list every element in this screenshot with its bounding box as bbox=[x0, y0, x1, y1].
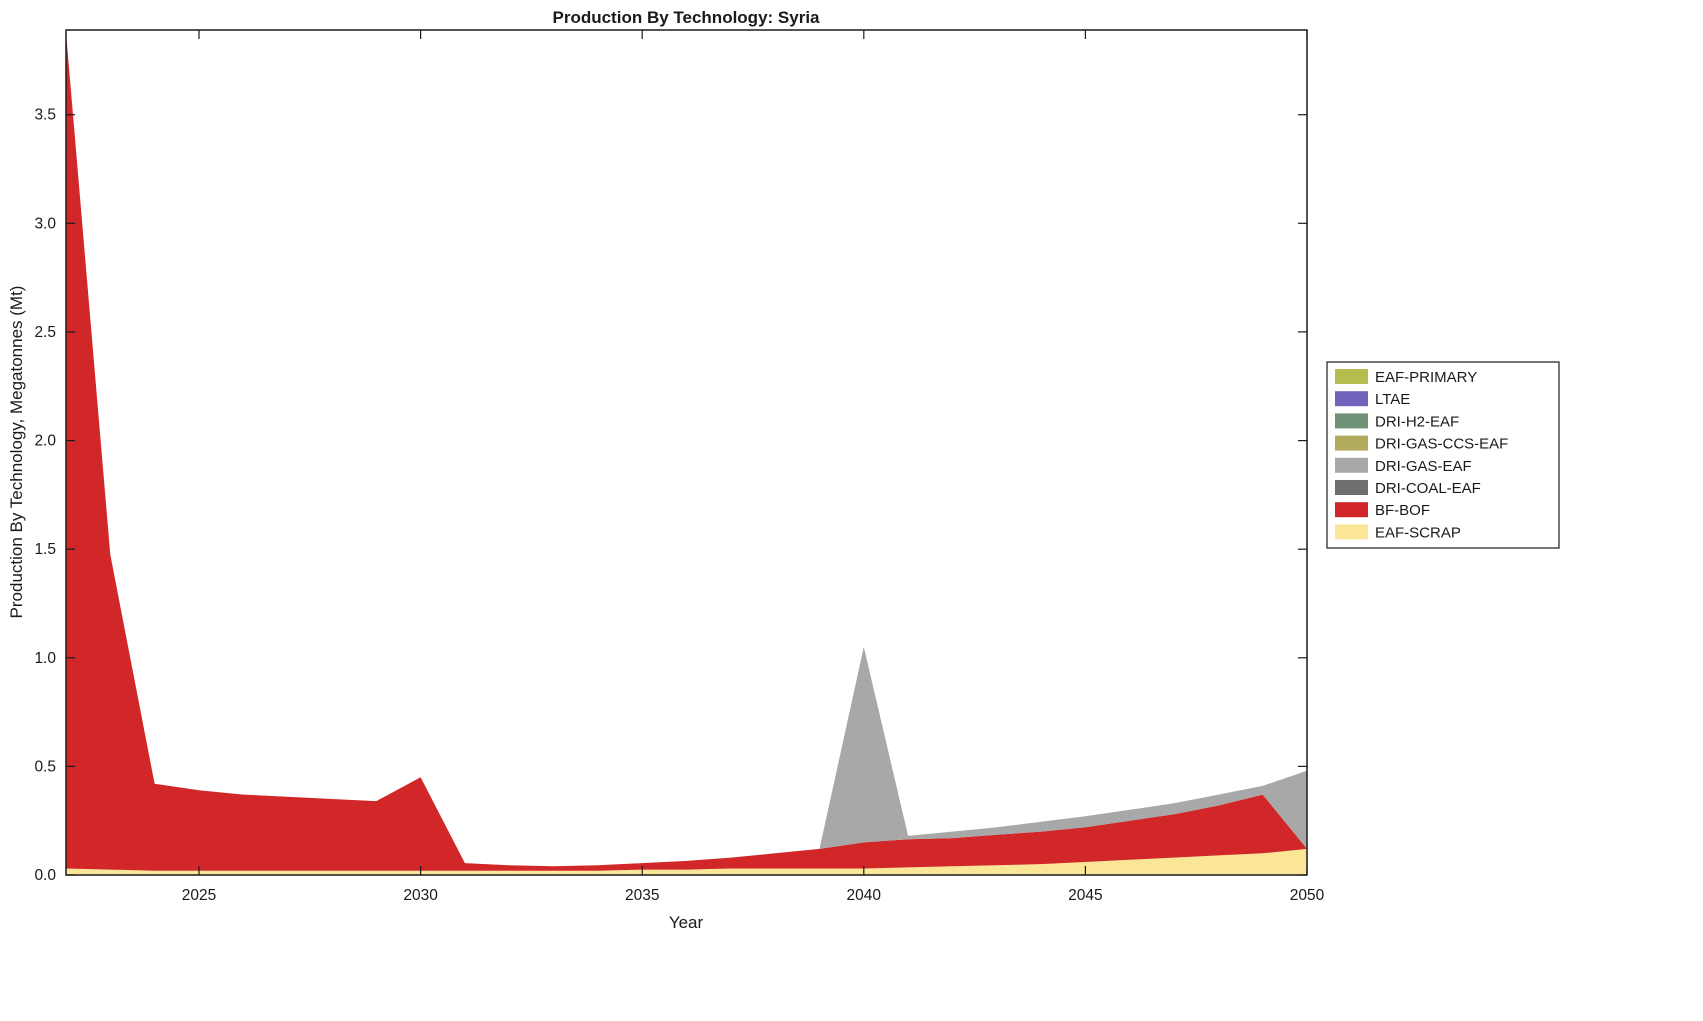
y-tick-label: 1.5 bbox=[34, 541, 56, 558]
area-eaf-primary bbox=[66, 32, 1307, 867]
y-tick-label: 3.0 bbox=[34, 215, 56, 232]
legend-label-eaf-primary: EAF-PRIMARY bbox=[1375, 369, 1477, 386]
legend-swatch-bf-bof bbox=[1335, 502, 1368, 518]
x-tick-label: 2045 bbox=[1068, 887, 1102, 904]
legend-swatch-dri-h2-eaf bbox=[1335, 413, 1368, 429]
legend-label-dri-h2-eaf: DRI-H2-EAF bbox=[1375, 413, 1459, 430]
y-tick-label: 3.5 bbox=[34, 107, 56, 124]
area-bf-bof bbox=[66, 32, 1307, 871]
x-tick-label: 2030 bbox=[403, 887, 438, 904]
legend-swatch-ltae bbox=[1335, 391, 1368, 407]
legend-swatch-eaf-primary bbox=[1335, 369, 1368, 384]
legend-label-dri-coal-eaf: DRI-COAL-EAF bbox=[1375, 480, 1481, 497]
area-dri-gas-ccs-eaf bbox=[66, 32, 1307, 867]
x-tick-label: 2025 bbox=[182, 887, 216, 904]
x-tick-label: 2050 bbox=[1290, 887, 1325, 904]
legend-label-dri-gas-eaf: DRI-GAS-EAF bbox=[1375, 458, 1472, 475]
y-tick-label: 0.0 bbox=[34, 867, 56, 884]
area-eaf-scrap bbox=[66, 848, 1307, 875]
legend-swatch-eaf-scrap bbox=[1335, 524, 1368, 540]
legend-label-dri-gas-ccs-eaf: DRI-GAS-CCS-EAF bbox=[1375, 436, 1508, 453]
area-dri-gas-eaf bbox=[66, 32, 1307, 867]
legend-swatch-dri-gas-ccs-eaf bbox=[1335, 435, 1368, 451]
y-tick-label: 1.0 bbox=[34, 650, 56, 667]
area-dri-coal-eaf bbox=[66, 32, 1307, 867]
area-ltae bbox=[66, 32, 1307, 867]
area-dri-h2-eaf bbox=[66, 32, 1307, 867]
y-tick-label: 0.5 bbox=[34, 758, 56, 775]
y-axis-label: Production By Technology, Megatonnes (Mt… bbox=[7, 286, 26, 619]
plot-border bbox=[65, 29, 1308, 876]
x-axis-label: Year bbox=[669, 913, 704, 932]
legend-label-ltae: LTAE bbox=[1375, 391, 1410, 408]
legend-label-bf-bof: BF-BOF bbox=[1375, 502, 1430, 519]
y-tick-label: 2.0 bbox=[34, 433, 56, 450]
x-tick-label: 2035 bbox=[625, 887, 659, 904]
legend-swatch-dri-gas-eaf bbox=[1335, 457, 1368, 473]
legend-box bbox=[1326, 361, 1560, 549]
x-tick-label: 2040 bbox=[847, 887, 882, 904]
legend-swatch-dri-coal-eaf bbox=[1335, 480, 1368, 495]
legend-label-eaf-scrap: EAF-SCRAP bbox=[1375, 524, 1461, 541]
y-tick-label: 2.5 bbox=[34, 324, 56, 341]
chart-title: Production By Technology: Syria bbox=[553, 8, 821, 27]
